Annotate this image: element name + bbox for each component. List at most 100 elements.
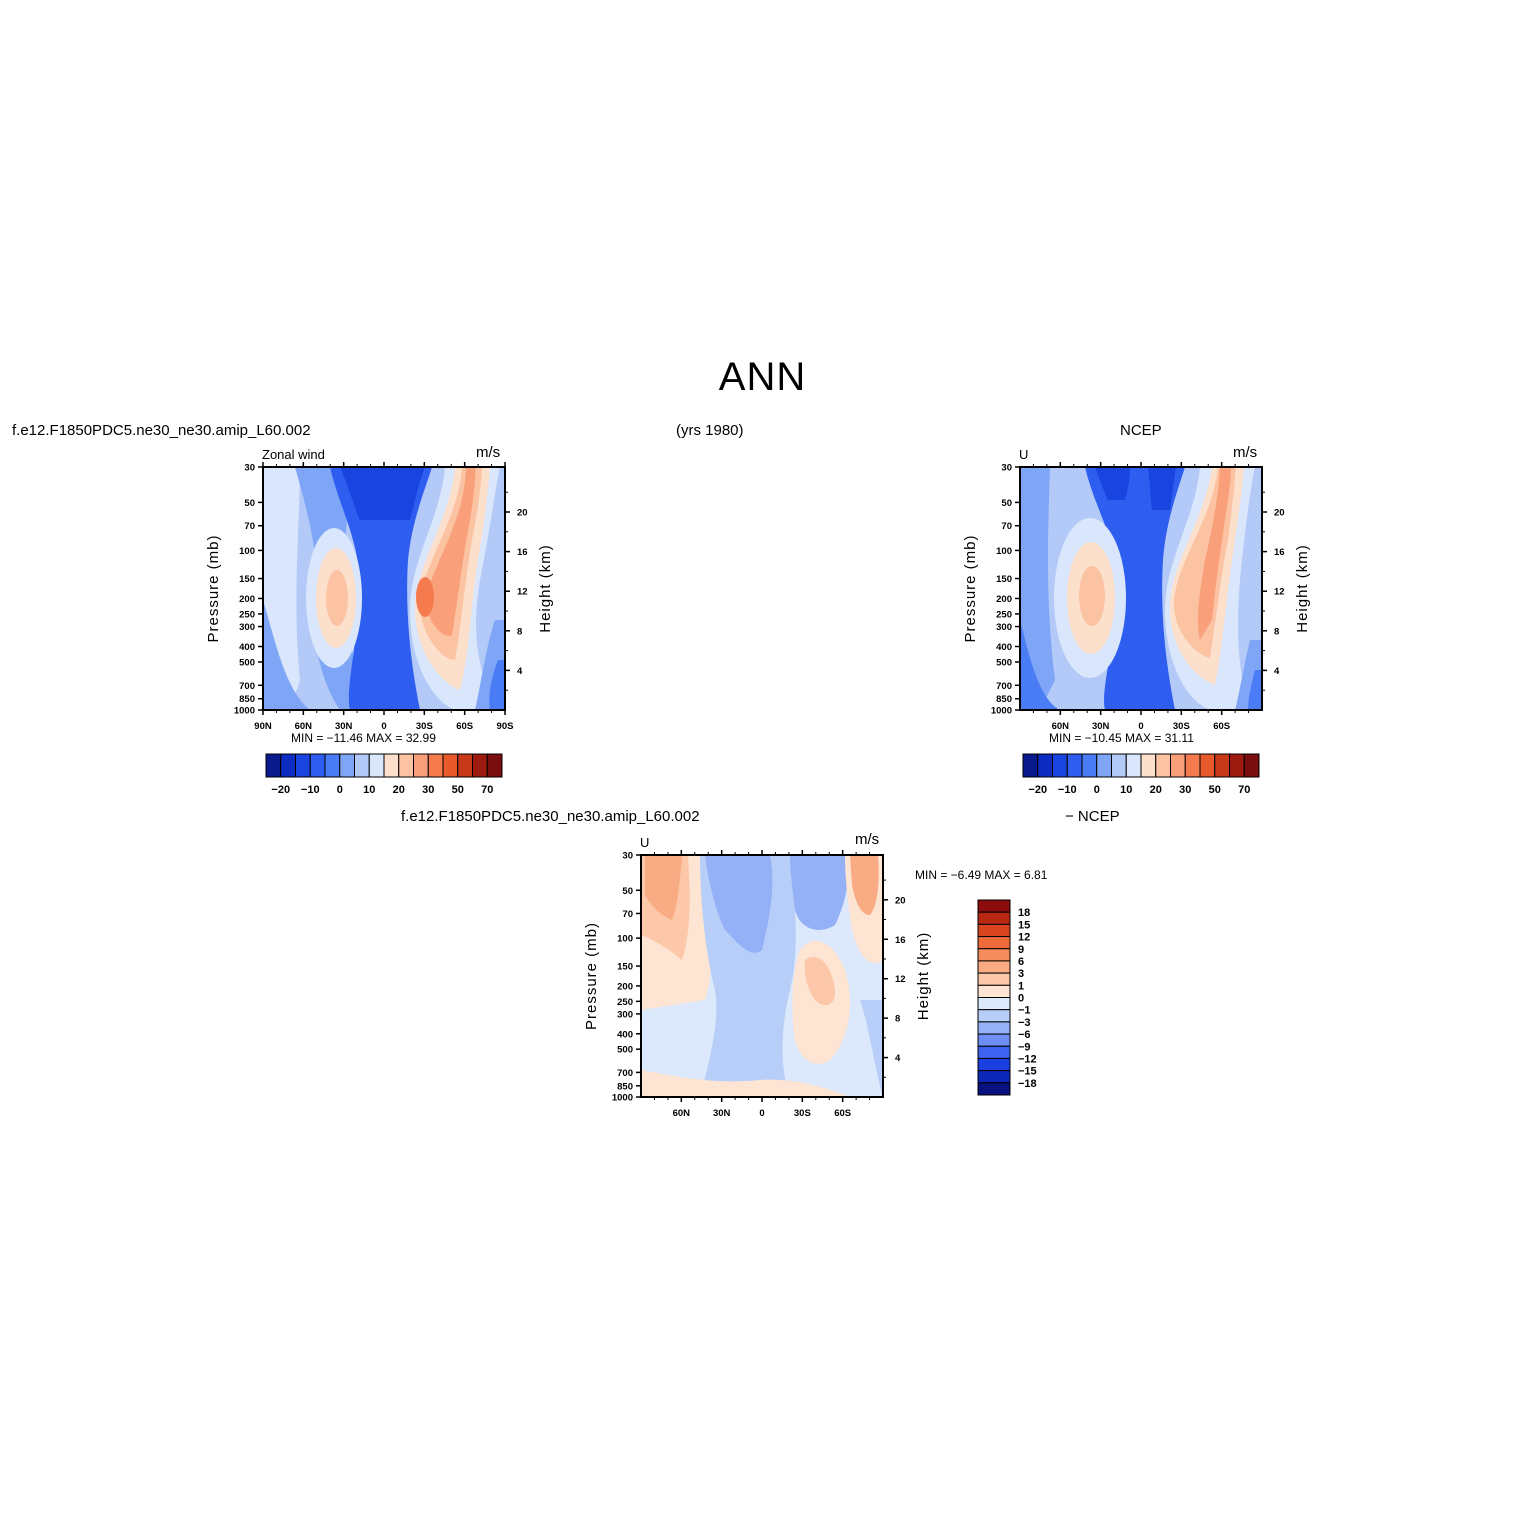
obs-pressure-tick-label: 50 <box>1001 498 1012 509</box>
diff-ylabel-left: Pressure (mb) <box>583 922 600 1030</box>
diff-pressure-tick-label: 70 <box>622 909 633 920</box>
model-pressure-tick-label: 1000 <box>234 706 255 717</box>
model-lat-tick-label: 30S <box>416 721 433 732</box>
obs-colorbar-box <box>1037 753 1053 778</box>
model-height-tick-label: 4 <box>517 666 523 677</box>
model-colorbar-tick-label: 10 <box>363 784 375 796</box>
diff-pressure-tick-label: 250 <box>617 997 633 1008</box>
diff-colorbar-tick-label: −9 <box>1018 1041 1031 1053</box>
obs-height-tick-label: 16 <box>1274 547 1285 558</box>
obs-colorbar-tick-label: −20 <box>1028 784 1047 796</box>
obs-colorbar-box <box>1184 753 1201 778</box>
model-colorbar-box <box>309 753 326 778</box>
obs-colorbar-box <box>1081 753 1098 778</box>
diff-pressure-tick-label: 700 <box>617 1068 633 1079</box>
model-height-tick-label: 8 <box>517 626 522 637</box>
model-pressure-tick-label: 100 <box>239 546 255 557</box>
obs-units: m/s <box>1233 444 1258 461</box>
model-colorbar-box <box>354 753 370 778</box>
obs-lat-tick-label: 60S <box>1213 721 1230 732</box>
obs-sh-jet-core <box>1197 467 1231 640</box>
model-case-title: f.e12.F1850PDC5.ne30_ne30.amip_L60.002 <box>12 422 311 439</box>
diff-pressure-tick-label: 500 <box>617 1045 633 1056</box>
model-var-label: Zonal wind <box>262 447 325 462</box>
diff-colorbar-tick-label: −12 <box>1018 1053 1037 1065</box>
diff-pressure-tick-label: 200 <box>617 981 633 992</box>
diff-colorbar-tick-label: −1 <box>1018 1005 1031 1017</box>
obs-colorbar-box <box>1155 753 1171 778</box>
model-pressure-tick-label: 30 <box>244 463 255 474</box>
model-nh-surface-band <box>263 600 310 710</box>
diff-units: m/s <box>855 831 880 848</box>
diff-colorbar-tick-label: 15 <box>1018 919 1030 931</box>
obs-pressure-tick-label: 70 <box>1001 521 1012 532</box>
model-colorbar-box <box>398 753 414 778</box>
model-easterly-core <box>340 467 425 520</box>
obs-pressure-tick-label: 400 <box>996 642 1012 653</box>
diff-colorbar-box <box>977 1057 1011 1072</box>
model-colorbar-tick-label: 70 <box>481 784 493 796</box>
diff-colorbar-tick-label: −18 <box>1018 1078 1037 1090</box>
model-lat-tick-label: 90N <box>254 721 272 732</box>
model-stats: MIN = −11.46 MAX = 32.99 <box>291 731 436 745</box>
model-lat-tick-label: 30N <box>335 721 353 732</box>
diff-lat-tick-label: 60N <box>673 1108 691 1119</box>
diff-pressure-tick-label: 150 <box>617 962 633 973</box>
diff-lat-tick-label: 30S <box>794 1108 811 1119</box>
model-tropical-easterlies <box>330 467 432 710</box>
diff-colorbar-box <box>977 972 1011 986</box>
diff-trop-neg-core <box>705 855 773 953</box>
obs-colorbar-tick-label: 70 <box>1238 784 1250 796</box>
model-sh-jet-core <box>416 577 434 617</box>
diff-lat-tick-label: 30N <box>713 1108 731 1119</box>
model-pressure-tick-label: 250 <box>239 609 255 620</box>
diff-colorbar-tick-label: 18 <box>1018 907 1030 919</box>
model-colorbar-box <box>368 753 385 778</box>
obs-colorbar-box <box>1125 753 1142 778</box>
diff-colorbar-tick-label: 9 <box>1018 944 1024 956</box>
model-colorbar-box <box>295 753 311 778</box>
diff-colorbar-box <box>977 911 1011 925</box>
model-lat-tick-label: 60N <box>295 721 313 732</box>
diff-colorbar-box <box>977 1033 1011 1047</box>
diff-colorbar-box <box>977 997 1011 1011</box>
diff-case-title: f.e12.F1850PDC5.ne30_ne30.amip_L60.002 <box>401 808 700 825</box>
model-pressure-tick-label: 700 <box>239 681 255 692</box>
model-lat-tick-label: 0 <box>381 721 386 732</box>
obs-height-tick-label: 8 <box>1274 626 1279 637</box>
obs-height-tick-label: 20 <box>1274 508 1285 519</box>
obs-tropical-easterlies <box>1085 467 1185 710</box>
diff-colorbar-tick-label: −15 <box>1018 1066 1037 1078</box>
obs-nh-polar <box>1020 467 1055 710</box>
model-lat-tick-label: 60S <box>456 721 473 732</box>
model-pressure-tick-label: 850 <box>239 694 255 705</box>
obs-pressure-tick-label: 500 <box>996 657 1012 668</box>
obs-height-tick-label: 4 <box>1274 666 1280 677</box>
diff-colorbar-box <box>977 923 1011 938</box>
obs-colorbar-box <box>1214 753 1230 778</box>
diff-height-tick-label: 12 <box>895 974 906 985</box>
obs-colorbar-box <box>1066 753 1083 778</box>
model-contour-field <box>263 467 505 710</box>
obs-colorbar-box <box>1022 753 1039 778</box>
obs-pressure-tick-label: 150 <box>996 574 1012 585</box>
diff-contour-field <box>641 855 883 1097</box>
diff-lat-tick-label: 0 <box>759 1108 764 1119</box>
obs-colorbar-box <box>1096 753 1112 778</box>
obs-colorbar-box <box>1170 753 1186 778</box>
model-colorbar-box <box>265 753 282 778</box>
obs-pressure-tick-label: 200 <box>996 594 1012 605</box>
diff-colorbar-box <box>977 1021 1011 1035</box>
diff-height-tick-label: 8 <box>895 1014 900 1025</box>
obs-lat-tick-label: 30N <box>1092 721 1110 732</box>
obs-pressure-tick-label: 250 <box>996 609 1012 620</box>
figure-title: ANN <box>718 355 807 399</box>
obs-colorbar-box <box>1111 753 1127 778</box>
model-ylabel-right: Height (km) <box>537 544 554 633</box>
model-pressure-tick-label: 50 <box>244 498 255 509</box>
